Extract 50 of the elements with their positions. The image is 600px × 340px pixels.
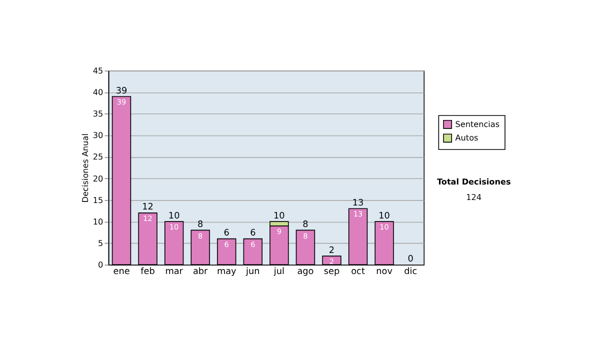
total-label: 6 bbox=[250, 228, 256, 239]
total-label: 10 bbox=[274, 211, 286, 222]
y-tick-label: 20 bbox=[92, 173, 104, 184]
y-tick-label: 40 bbox=[92, 87, 104, 98]
total-label: 39 bbox=[116, 86, 128, 96]
x-tick-label: dic bbox=[404, 267, 418, 278]
total-label: 2 bbox=[328, 246, 335, 256]
y-tick-label: 5 bbox=[98, 238, 104, 248]
total-label: 13 bbox=[352, 198, 364, 208]
total-label: 10 bbox=[378, 211, 390, 222]
x-tick-label: may bbox=[216, 267, 236, 278]
legend-label: Autos bbox=[455, 132, 478, 143]
text: Total Decisiones bbox=[436, 176, 511, 187]
data-label: 6 bbox=[250, 240, 256, 249]
data-label: 6 bbox=[224, 240, 230, 249]
x-tick-label: oct bbox=[351, 267, 366, 278]
y-tick-label: 45 bbox=[92, 65, 104, 76]
y-tick-label: 0 bbox=[98, 260, 104, 270]
total-label: 8 bbox=[198, 220, 204, 230]
data-label: 8 bbox=[303, 231, 308, 240]
data-label: 10 bbox=[169, 222, 180, 232]
legend-label: Sentencias bbox=[455, 118, 500, 129]
y-tick-label: 30 bbox=[92, 130, 104, 140]
y-tick-label: 15 bbox=[92, 194, 104, 205]
y-tick-label: 25 bbox=[92, 152, 104, 162]
x-tick-label: jun bbox=[245, 267, 260, 278]
total-label: 10 bbox=[168, 211, 180, 222]
x-tick-label: sep bbox=[324, 267, 340, 278]
data-label: 13 bbox=[353, 210, 364, 219]
x-tick-label: mar bbox=[165, 267, 184, 278]
total-label: 12 bbox=[142, 202, 154, 213]
y-tick-label: 35 bbox=[92, 108, 104, 119]
data-label: 39 bbox=[116, 98, 126, 107]
data-label: 2 bbox=[329, 257, 334, 266]
x-tick-label: ene bbox=[113, 267, 130, 278]
total-label: 6 bbox=[224, 228, 230, 239]
text: 124 bbox=[466, 192, 482, 202]
x-tick-label: nov bbox=[376, 267, 392, 278]
data-label: 8 bbox=[198, 231, 204, 240]
x-tick-label: feb bbox=[140, 267, 156, 278]
x-tick-label: jul bbox=[272, 267, 284, 278]
y-tick-label: 10 bbox=[92, 216, 104, 226]
x-tick-label: abr bbox=[192, 267, 208, 278]
data-label: 9 bbox=[276, 226, 282, 236]
x-tick-label: ago bbox=[297, 267, 314, 278]
data-label: 10 bbox=[380, 222, 390, 232]
y-axis-title: Decisiones Anual bbox=[80, 134, 90, 203]
total-label: 8 bbox=[302, 220, 309, 230]
data-label: 12 bbox=[143, 214, 152, 224]
total-label: 0 bbox=[408, 254, 414, 264]
